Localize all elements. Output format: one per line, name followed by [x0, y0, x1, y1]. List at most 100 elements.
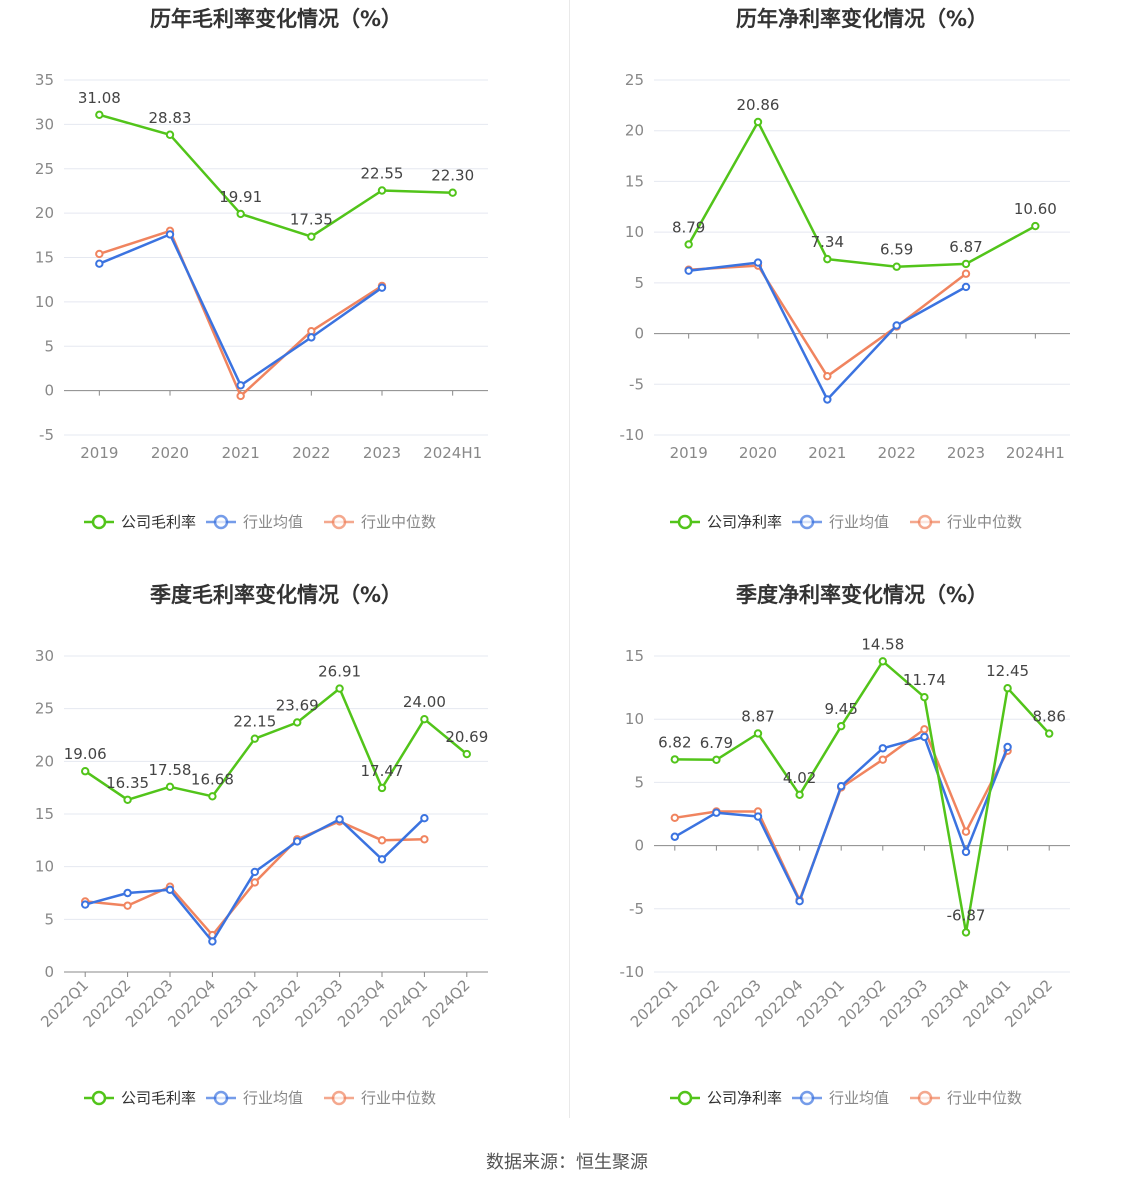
data-point-avg[interactable] — [307, 333, 316, 342]
data-point-company[interactable] — [753, 729, 763, 738]
data-point-company[interactable] — [1003, 684, 1012, 693]
data-point-avg[interactable] — [837, 781, 846, 791]
legend-item-avg[interactable]: 行业均值 — [792, 513, 889, 531]
data-label: 22.15 — [233, 713, 276, 731]
data-point-median[interactable] — [961, 269, 971, 278]
data-point-avg[interactable] — [208, 937, 217, 946]
chart-panel-quarterly-gross: 季度毛利率变化情况（%） 0 5 10 15 20 25 30 2022Q1 2022Q2 2022… — [0, 576, 567, 1152]
data-point-avg[interactable] — [1003, 742, 1012, 752]
data-point-company[interactable] — [823, 254, 832, 264]
data-point-median[interactable] — [236, 391, 245, 401]
legend-item-avg[interactable]: 行业均值 — [206, 1089, 303, 1107]
data-point-median[interactable] — [961, 827, 971, 836]
chart-quarterly-net-margin: 季度净利率变化情况（%）-10-50510152022Q12022Q22022Q… — [620, 583, 1070, 1107]
data-point-company[interactable] — [1045, 729, 1054, 738]
data-point-company[interactable] — [961, 928, 971, 937]
data-point-company[interactable] — [712, 755, 721, 764]
legend-label: 公司净利率 — [707, 513, 782, 531]
data-point-avg[interactable] — [670, 832, 680, 841]
data-point-company[interactable] — [208, 792, 217, 801]
legend-item-median[interactable]: 行业中位数 — [324, 1089, 436, 1107]
data-point-company[interactable] — [878, 657, 887, 666]
legend-item-median[interactable]: 行业中位数 — [324, 513, 436, 531]
legend-item-company[interactable]: 公司毛利率 — [84, 1089, 196, 1107]
data-point-company[interactable] — [837, 721, 846, 731]
chart-panel-annual-net: 历年净利率变化情况（%） -10 -5 0 5 10 15 20 25 2019 2020 2021 2… — [567, 0, 1134, 576]
legend-item-avg[interactable]: 行业均值 — [792, 1089, 889, 1107]
legend-label: 行业均值 — [243, 1089, 303, 1107]
data-point-company[interactable] — [95, 110, 104, 119]
data-point-avg[interactable] — [712, 808, 721, 817]
chart-title: 历年毛利率变化情况（%） — [150, 7, 402, 31]
data-point-company[interactable] — [335, 684, 344, 693]
data-point-avg[interactable] — [961, 847, 971, 857]
y-tick-label: 10 — [35, 858, 54, 876]
data-point-company[interactable] — [892, 262, 901, 271]
data-point-company[interactable] — [753, 117, 763, 127]
legend-label: 行业中位数 — [361, 1089, 436, 1107]
data-point-avg[interactable] — [795, 897, 804, 906]
data-point-avg[interactable] — [335, 815, 344, 824]
data-point-avg[interactable] — [95, 259, 104, 268]
data-point-avg[interactable] — [165, 230, 175, 239]
data-point-avg[interactable] — [293, 837, 302, 846]
data-point-company[interactable] — [165, 782, 175, 792]
data-point-company[interactable] — [920, 693, 929, 702]
y-tick-label: -10 — [620, 426, 645, 444]
data-point-median[interactable] — [823, 371, 832, 381]
data-point-avg[interactable] — [420, 814, 429, 823]
legend-item-avg[interactable]: 行业均值 — [206, 513, 303, 531]
data-point-company[interactable] — [293, 718, 302, 727]
data-point-avg[interactable] — [377, 283, 387, 292]
legend-item-median[interactable]: 行业中位数 — [910, 1089, 1022, 1107]
data-point-company[interactable] — [307, 232, 316, 241]
data-point-company[interactable] — [377, 783, 387, 793]
data-point-company[interactable] — [81, 767, 90, 776]
data-point-median[interactable] — [878, 755, 887, 764]
data-point-company[interactable] — [236, 209, 245, 219]
legend-item-median[interactable]: 行业中位数 — [910, 513, 1022, 531]
data-point-avg[interactable] — [892, 321, 901, 330]
data-point-company[interactable] — [795, 790, 804, 799]
legend-item-company[interactable]: 公司净利率 — [670, 1089, 782, 1107]
data-point-company[interactable] — [250, 734, 260, 743]
data-point-company[interactable] — [123, 795, 132, 804]
legend-item-company[interactable]: 公司毛利率 — [84, 513, 196, 531]
y-tick-label: 10 — [625, 223, 644, 241]
data-point-company[interactable] — [165, 130, 175, 139]
data-point-company[interactable] — [462, 749, 471, 759]
data-point-avg[interactable] — [81, 900, 90, 909]
data-point-company[interactable] — [420, 715, 429, 724]
data-point-median[interactable] — [95, 249, 104, 259]
data-point-company[interactable] — [448, 188, 457, 197]
x-tick-label: 2022 — [878, 444, 916, 462]
data-point-avg[interactable] — [753, 258, 763, 267]
data-point-company[interactable] — [670, 755, 680, 764]
data-point-avg[interactable] — [753, 812, 763, 821]
data-label: 8.86 — [1032, 708, 1065, 726]
data-point-avg[interactable] — [684, 266, 693, 275]
data-point-median[interactable] — [420, 835, 429, 844]
data-point-avg[interactable] — [961, 282, 971, 292]
data-point-company[interactable] — [377, 186, 387, 195]
chart-quarterly-gross-margin: 季度毛利率变化情况（%）0510152025302022Q12022Q22022… — [35, 583, 488, 1107]
data-point-avg[interactable] — [377, 855, 387, 864]
data-point-median[interactable] — [670, 813, 680, 822]
data-point-avg[interactable] — [823, 395, 832, 404]
legend-item-company[interactable]: 公司净利率 — [670, 513, 782, 531]
y-tick-label: -5 — [39, 426, 54, 444]
data-point-company[interactable] — [684, 240, 693, 249]
data-point-avg[interactable] — [236, 381, 245, 390]
data-point-avg[interactable] — [123, 888, 132, 898]
data-point-company[interactable] — [1031, 221, 1040, 231]
data-point-avg[interactable] — [878, 744, 887, 753]
data-point-avg[interactable] — [250, 867, 260, 877]
data-point-avg[interactable] — [920, 732, 929, 742]
data-point-company[interactable] — [961, 259, 971, 269]
data-point-median[interactable] — [920, 725, 929, 734]
data-point-avg[interactable] — [165, 885, 175, 895]
series-line-company — [687, 120, 1036, 268]
data-point-median[interactable] — [123, 901, 132, 910]
data-point-median[interactable] — [377, 836, 387, 845]
data-point-median[interactable] — [250, 878, 260, 887]
